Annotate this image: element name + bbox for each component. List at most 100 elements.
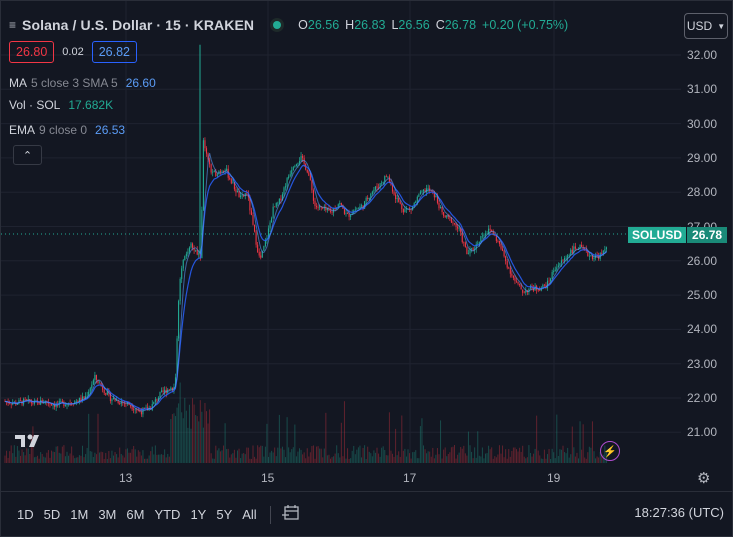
volume-bar — [311, 446, 313, 463]
candle-body — [119, 402, 121, 404]
range-button-6m[interactable]: 6M — [126, 507, 145, 522]
volume-bar — [133, 445, 135, 463]
calendar-range-icon[interactable] — [281, 504, 301, 525]
candle-body — [539, 290, 541, 292]
volume-bar — [64, 456, 66, 463]
volume-bar — [388, 412, 390, 463]
volume-bar — [357, 447, 359, 463]
volume-bar — [418, 458, 420, 463]
volume-bar — [27, 448, 29, 463]
candle-body — [546, 280, 549, 289]
sell-price-button[interactable]: 26.80 — [9, 41, 55, 63]
range-button-1m[interactable]: 1M — [70, 507, 89, 522]
volume-bar — [570, 454, 572, 463]
symbol-title[interactable]: Solana / U.S. Dollar · 15 · KRAKEN — [22, 17, 255, 33]
ema-indicator-legend[interactable]: EMA 9 close 0 26.53 — [9, 123, 125, 137]
candle-body — [373, 189, 375, 192]
volume-bar — [250, 458, 252, 463]
volume-bar — [356, 449, 358, 463]
volume-bar — [350, 458, 352, 463]
volume-bar — [266, 423, 268, 463]
volume-bar — [271, 450, 273, 463]
open-value: 26.56 — [307, 18, 340, 32]
candle-body — [433, 191, 435, 198]
candle-body — [289, 174, 291, 177]
range-button-ytd[interactable]: YTD — [154, 507, 181, 522]
candle-body — [153, 401, 155, 405]
volume-bar — [292, 447, 294, 463]
candle-body — [472, 248, 474, 250]
candle-body — [364, 201, 366, 209]
volume-bar — [539, 455, 541, 463]
candle-body — [181, 268, 183, 279]
volume-bar — [207, 423, 209, 463]
volume-bar — [167, 453, 169, 463]
ma-params: 5 close 3 SMA 5 — [31, 76, 118, 90]
candle-body — [205, 148, 208, 154]
volume-bar — [51, 450, 52, 463]
buy-price-button[interactable]: 26.82 — [91, 41, 137, 63]
range-button-all[interactable]: All — [242, 507, 257, 522]
range-button-3m[interactable]: 3M — [98, 507, 117, 522]
price-tick-label: 31.00 — [686, 82, 717, 97]
range-button-5d[interactable]: 5D — [43, 507, 61, 522]
candle-body — [134, 409, 136, 411]
candle-body — [162, 390, 164, 393]
candle-body — [542, 284, 544, 288]
volume-bar — [116, 454, 118, 463]
range-button-5y[interactable]: 5Y — [216, 507, 233, 522]
volume-bar — [336, 445, 338, 463]
collapse-legend-button[interactable]: ⌃ — [13, 145, 42, 165]
bottom-toolbar: 1D 5D 1M 3M 6M YTD 1Y 5Y All 18:27:36 (UTC) — [1, 491, 732, 536]
candle-body — [424, 189, 426, 193]
chart-area[interactable]: ≡ Solana / U.S. Dollar · 15 · KRAKEN O 2… — [1, 1, 732, 491]
tradingview-logo-icon[interactable] — [15, 433, 45, 454]
volume-bar — [254, 456, 256, 463]
clock[interactable]: 18:27:36 (UTC) — [634, 505, 724, 520]
volume-bar — [393, 456, 395, 463]
range-button-1d[interactable]: 1D — [17, 507, 34, 522]
volume-bar — [33, 457, 35, 463]
ma-indicator-legend[interactable]: MA 5 close 3 SMA 5 26.60 — [9, 76, 156, 90]
price-chart[interactable] — [1, 1, 732, 491]
range-button-1y[interactable]: 1Y — [190, 507, 207, 522]
candle-body — [593, 257, 595, 259]
volume-bar — [601, 454, 603, 463]
candle-body — [99, 382, 101, 384]
symbol-legend[interactable]: ≡ Solana / U.S. Dollar · 15 · KRAKEN O 2… — [9, 17, 568, 33]
candle-body — [475, 244, 477, 250]
candle-body — [157, 397, 159, 401]
candle-body — [548, 280, 550, 282]
volume-bar — [436, 448, 438, 463]
candle-body — [365, 197, 367, 202]
volume-bar — [495, 457, 497, 463]
gear-icon[interactable]: ⚙ — [697, 470, 711, 487]
candle-body — [311, 180, 313, 191]
candle-body — [480, 236, 482, 243]
volume-indicator-legend[interactable]: Vol · SOL 17.682K — [9, 98, 113, 112]
candle-body — [466, 247, 468, 255]
candle-body — [30, 401, 32, 404]
candle-body — [381, 182, 383, 184]
candle-body — [533, 288, 535, 291]
candle-body — [184, 256, 186, 261]
candle-body — [260, 255, 262, 258]
volume-bar — [106, 458, 108, 463]
market-status-icon[interactable] — [270, 18, 285, 32]
symbol-menu-icon[interactable]: ≡ — [9, 18, 17, 32]
volume-bar — [587, 452, 589, 463]
candle-body — [401, 203, 403, 209]
candle-body — [370, 193, 372, 198]
high-value: 26.83 — [354, 18, 386, 32]
candle-body — [514, 277, 516, 281]
volume-bar — [47, 450, 49, 463]
candle-body — [328, 208, 330, 211]
candle-body — [596, 255, 598, 257]
volume-bar — [562, 445, 564, 463]
volume-bar — [488, 445, 490, 463]
lightning-icon[interactable]: ⚡ — [600, 441, 620, 461]
candle-body — [398, 198, 400, 202]
volume-bar — [381, 447, 383, 463]
volume-bar — [500, 453, 502, 463]
currency-dropdown[interactable]: USD ▼ — [684, 13, 728, 39]
